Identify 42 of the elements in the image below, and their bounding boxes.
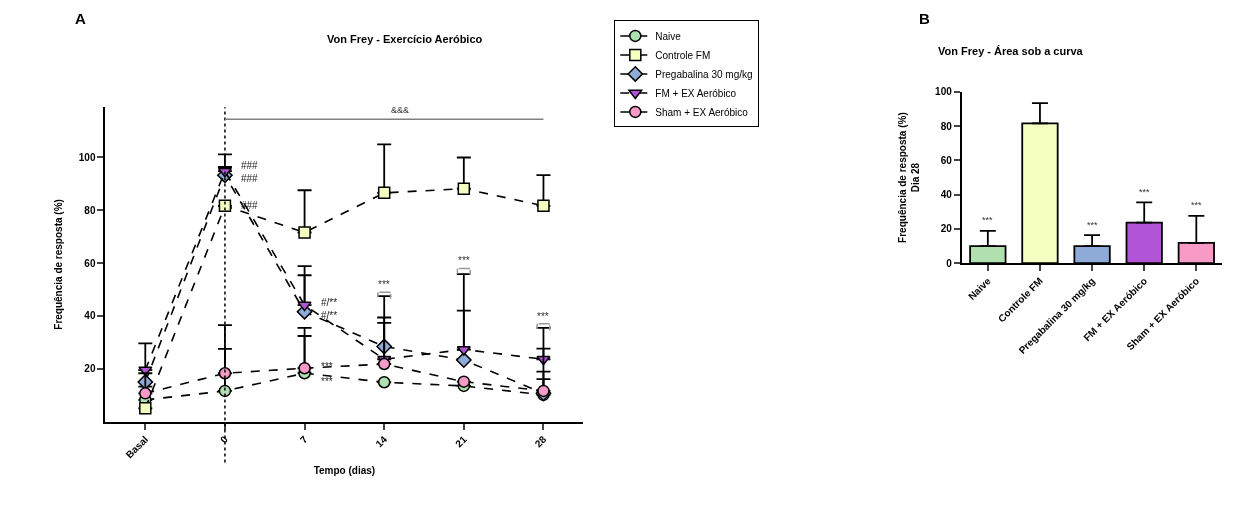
- annotation: ***: [1191, 200, 1202, 210]
- x-tick-label: 14: [373, 433, 390, 450]
- ref-line-label: &&&: [391, 105, 410, 115]
- annotation: ###: [241, 173, 259, 184]
- legend-label: Naive: [655, 30, 682, 42]
- annotation: ###: [241, 160, 259, 171]
- annotation: #/**: [321, 297, 338, 308]
- annotation: ***: [1139, 187, 1150, 197]
- y-tick-label: 60: [84, 257, 96, 269]
- y-tick-label: 100: [935, 86, 953, 98]
- y-tick-label: 60: [940, 154, 953, 166]
- y-tick-label: 20: [940, 223, 953, 235]
- x-tick-label: 7: [297, 433, 310, 446]
- x-axis-title: Tempo (dias): [313, 465, 376, 477]
- text: A: [75, 10, 86, 27]
- annotation: ***: [321, 376, 333, 387]
- annotation: ***: [321, 361, 333, 372]
- chart-title: Von Frey - Exercício Aeróbico: [327, 33, 483, 45]
- y-tick-label: 80: [84, 204, 96, 216]
- y-tick-label: 0: [946, 257, 953, 269]
- legend-label: FM + EX Aeróbico: [655, 87, 737, 99]
- y-axis-title: Frequência de resposta (%) Dia 28: [896, 112, 921, 243]
- y-tick-label: 80: [940, 120, 953, 132]
- y-tick-label: 40: [940, 189, 953, 201]
- x-tick-label: 0: [218, 433, 231, 446]
- annotation: ***: [537, 311, 549, 322]
- annotation: ***: [378, 279, 390, 290]
- x-tick-label: 28: [532, 433, 549, 450]
- legend-label: Pregabalina 30 mg/kg: [655, 68, 753, 80]
- y-tick-label: 20: [84, 363, 96, 375]
- y-axis-title: Frequência de resposta (%): [53, 199, 65, 330]
- annotation: ***: [1087, 220, 1098, 230]
- legend-label: Sham + EX Aeróbico: [655, 106, 749, 118]
- x-tick-label: 21: [453, 433, 470, 450]
- legend-label: Controle FM: [655, 49, 711, 61]
- annotation: #/**: [321, 310, 338, 321]
- annotation: ***: [982, 215, 993, 225]
- annotation: ***: [458, 255, 470, 266]
- chart-title: Von Frey - Área sob a curva: [938, 45, 1084, 57]
- y-tick-label: 100: [78, 151, 96, 163]
- y-tick-label: 40: [84, 310, 96, 322]
- text: B: [919, 10, 930, 27]
